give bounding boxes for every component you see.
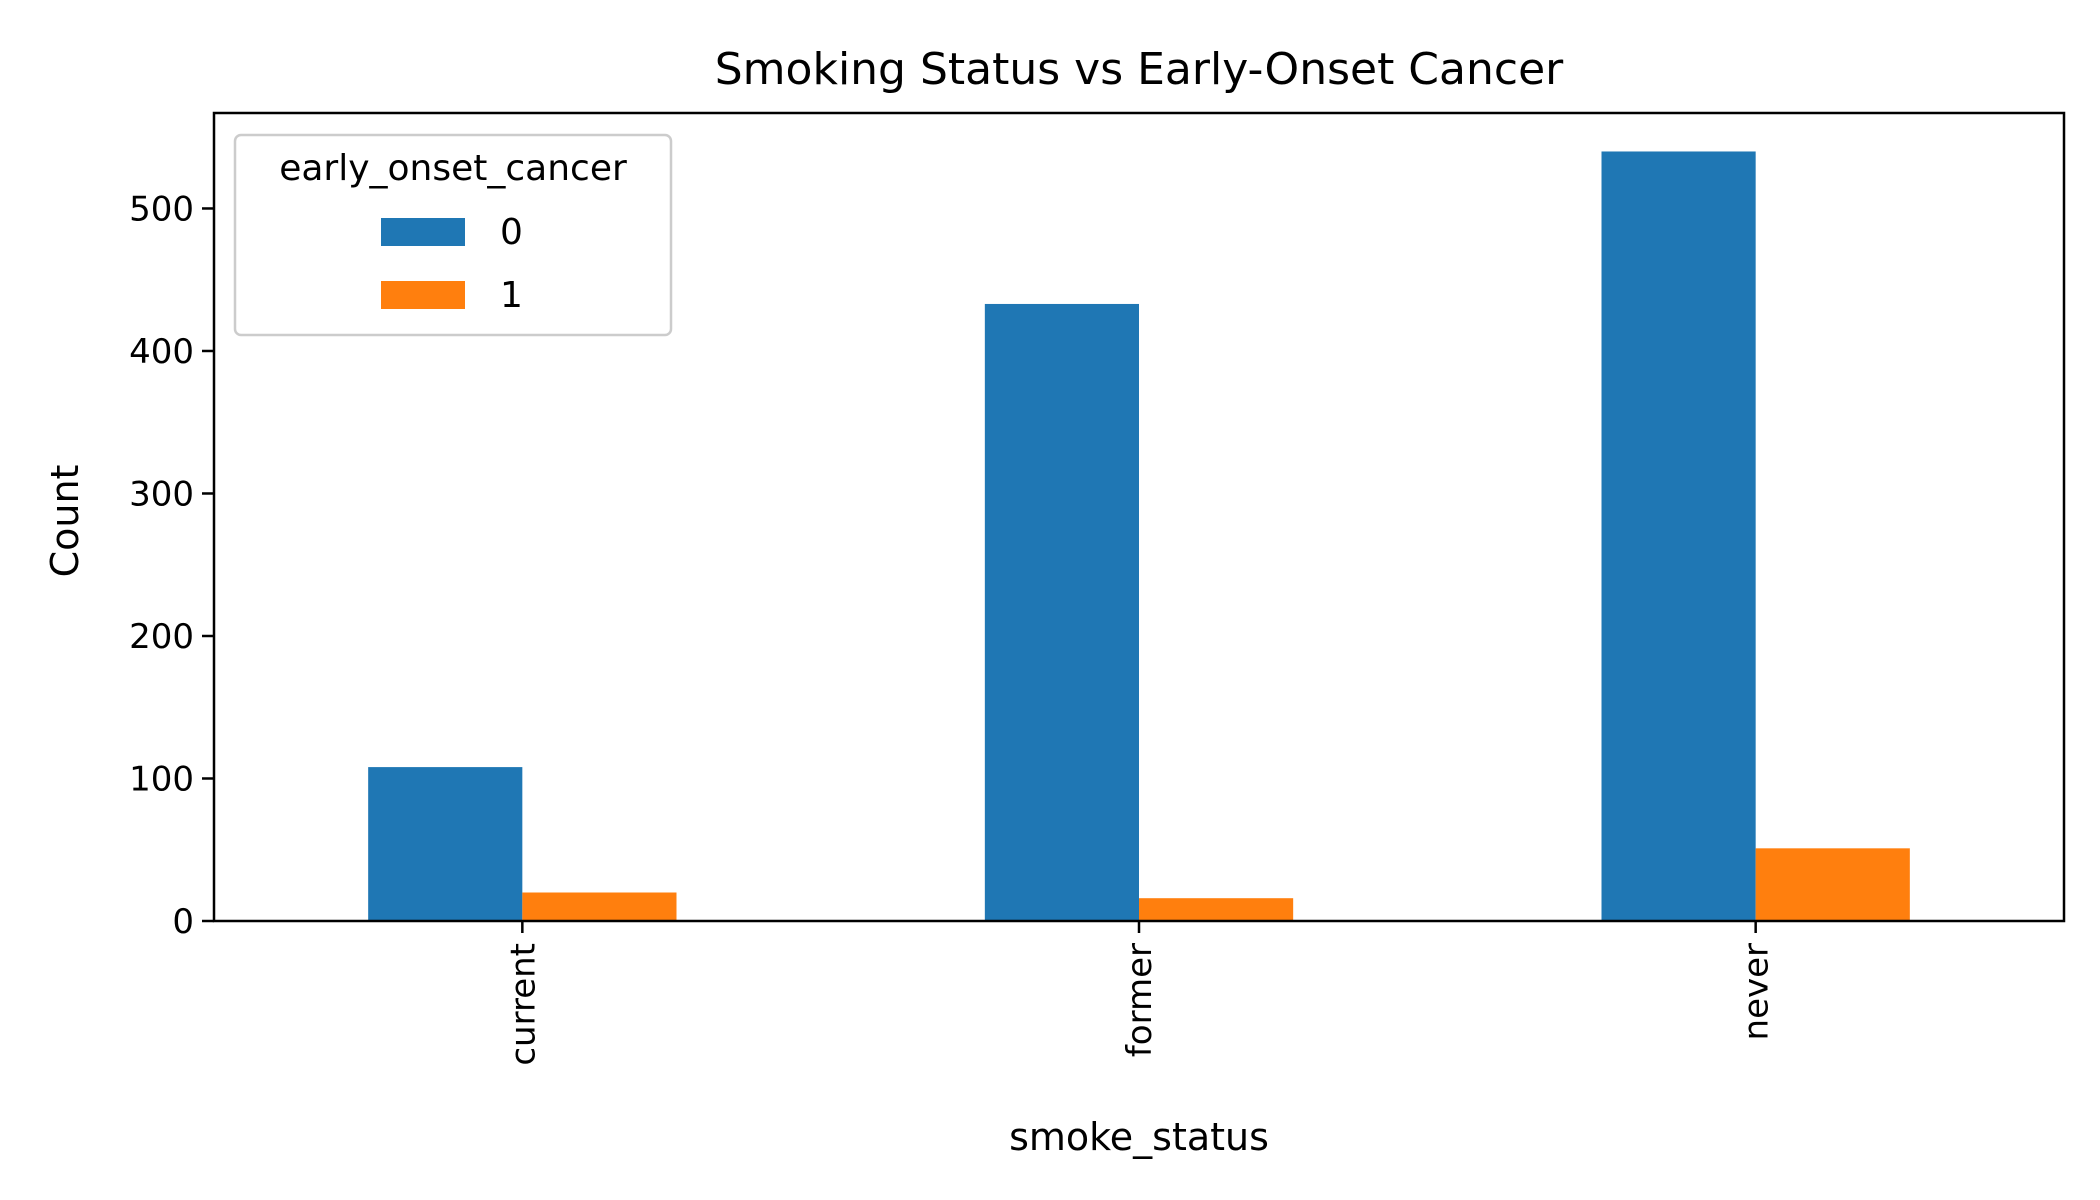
y-tick-label: 300 <box>129 474 194 514</box>
x-axis-label: smoke_status <box>1009 1115 1269 1159</box>
y-axis-label: Count <box>43 465 87 578</box>
bar-current-series-1 <box>522 892 677 921</box>
bar-current-series-0 <box>368 767 523 921</box>
bar-never-series-0 <box>1601 151 1756 921</box>
x-tick-label-former: former <box>1120 943 1160 1057</box>
plot-frame <box>212 111 2066 923</box>
x-axis: current former never <box>503 921 1777 1066</box>
bar-former-series-0 <box>984 303 1139 921</box>
legend-swatch-0 <box>381 218 465 246</box>
legend-swatch-1 <box>381 281 465 309</box>
legend-label-0: 0 <box>500 212 523 253</box>
x-tick-label-current: current <box>503 943 543 1066</box>
legend-title: early_onset_cancer <box>279 148 627 189</box>
bar-never-series-1 <box>1755 848 1910 921</box>
legend: early_onset_cancer 0 1 <box>233 133 673 337</box>
chart-title: Smoking Status vs Early-Onset Cancer <box>715 44 1564 95</box>
bars-group <box>368 151 1910 921</box>
y-tick-label: 100 <box>129 759 194 799</box>
y-axis: 0 100 200 300 400 500 <box>129 189 214 942</box>
x-tick-label-never: never <box>1737 943 1777 1041</box>
y-tick-label: 200 <box>129 617 194 657</box>
y-tick-label: 400 <box>129 332 194 372</box>
bar-former-series-1 <box>1139 898 1294 921</box>
y-tick-label: 500 <box>129 189 194 229</box>
legend-label-1: 1 <box>500 275 523 316</box>
y-tick-label: 0 <box>172 902 194 942</box>
